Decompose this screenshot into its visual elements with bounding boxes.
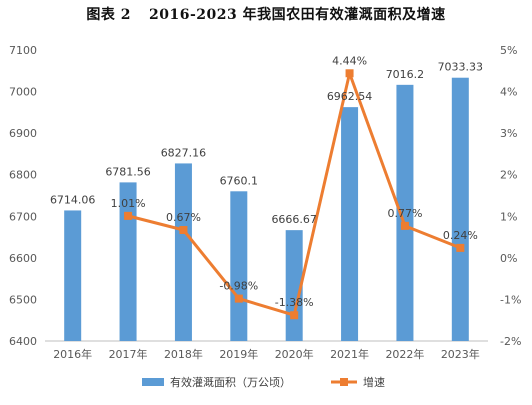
legend-swatch-bar [142,378,164,386]
bar-data-label: 6781.56 [105,165,151,178]
bar [174,163,192,341]
x-tick-label: 2017年 [109,347,148,361]
y-right-tick-label: -2% [500,335,521,348]
y-left-tick-label: 7000 [9,86,37,99]
legend: 有效灌溉面积（万公顷） 增速 [142,375,385,389]
y-left-tick-label: 6700 [9,210,37,223]
bar [64,210,82,341]
bar-data-label: 6714.06 [50,193,96,206]
bar [396,84,414,342]
growth-marker [179,226,188,235]
x-tick-label: 2023年 [441,347,480,361]
x-tick-label: 2022年 [385,347,424,361]
line-data-label: 0.67% [166,211,201,224]
bar [119,182,137,341]
y-left-tick-label: 7100 [9,44,37,57]
x-tick-label: 2018年 [164,347,203,361]
y-right-tick-label: 2% [500,169,517,182]
line-data-label: -1.38% [275,296,314,309]
line-series-layer [124,69,465,320]
growth-marker [456,243,465,252]
growth-marker [290,311,299,320]
y-left-tick-label: 6800 [9,169,37,182]
axes-layer: 6400 6500 6600 6700 6800 6900 7000 7100 -2% -1% 0%… [9,44,521,361]
y-left-tick-label: 6500 [9,293,37,306]
x-tick-label: 2021年 [330,347,369,361]
bar-series-layer [64,77,469,342]
x-tick-label: 2016年 [53,347,92,361]
data-labels-layer: 6714.06 6781.56 6827.16 6760.1 6666.67 6962.5… [50,54,483,309]
line-data-label: 4.44% [332,54,367,67]
y-right-tick-label: -1% [500,293,521,306]
y-right-tick-label: 1% [500,210,517,223]
legend-swatch-marker [340,378,348,386]
y-left-tick-label: 6400 [9,335,37,348]
bar-data-label: 7033.33 [438,61,484,74]
bar [451,77,469,341]
line-data-label: 0.24% [443,229,478,242]
x-tick-label: 2019年 [219,347,258,361]
bar-data-label: 7016.2 [386,68,425,81]
chart-title-bar: 图表 2 2016-2023 年我国农田有效灌溉面积及增速 [0,4,532,26]
growth-marker [345,69,354,78]
y-right-tick-label: 0% [500,252,517,265]
bar-data-label: 6666.67 [271,213,317,226]
chart-title: 2016-2023 年我国农田有效灌溉面积及增速 [149,7,446,23]
bar [341,107,359,341]
y-left-tick-label: 6600 [9,252,37,265]
bar-data-label: 6827.16 [161,146,207,159]
legend-label-bar: 有效灌溉面积（万公顷） [170,375,291,389]
figure-label: 图表 2 [86,7,131,23]
bar-data-label: 6760.1 [220,174,259,187]
line-data-label: 1.01% [111,197,146,210]
y-right-tick-label: 5% [500,44,517,57]
x-tick-label: 2020年 [275,347,314,361]
line-data-label: 0.77% [387,207,422,220]
bar-data-label: 6962.54 [327,90,373,103]
y-right-tick-label: 4% [500,86,517,99]
growth-marker [234,294,243,303]
line-data-label: -0.98% [219,280,258,293]
y-left-tick-label: 6900 [9,127,37,140]
legend-label-line: 增速 [363,375,385,389]
growth-marker [400,221,409,230]
growth-marker [124,211,133,220]
y-right-tick-label: 3% [500,127,517,140]
bar [230,191,248,341]
